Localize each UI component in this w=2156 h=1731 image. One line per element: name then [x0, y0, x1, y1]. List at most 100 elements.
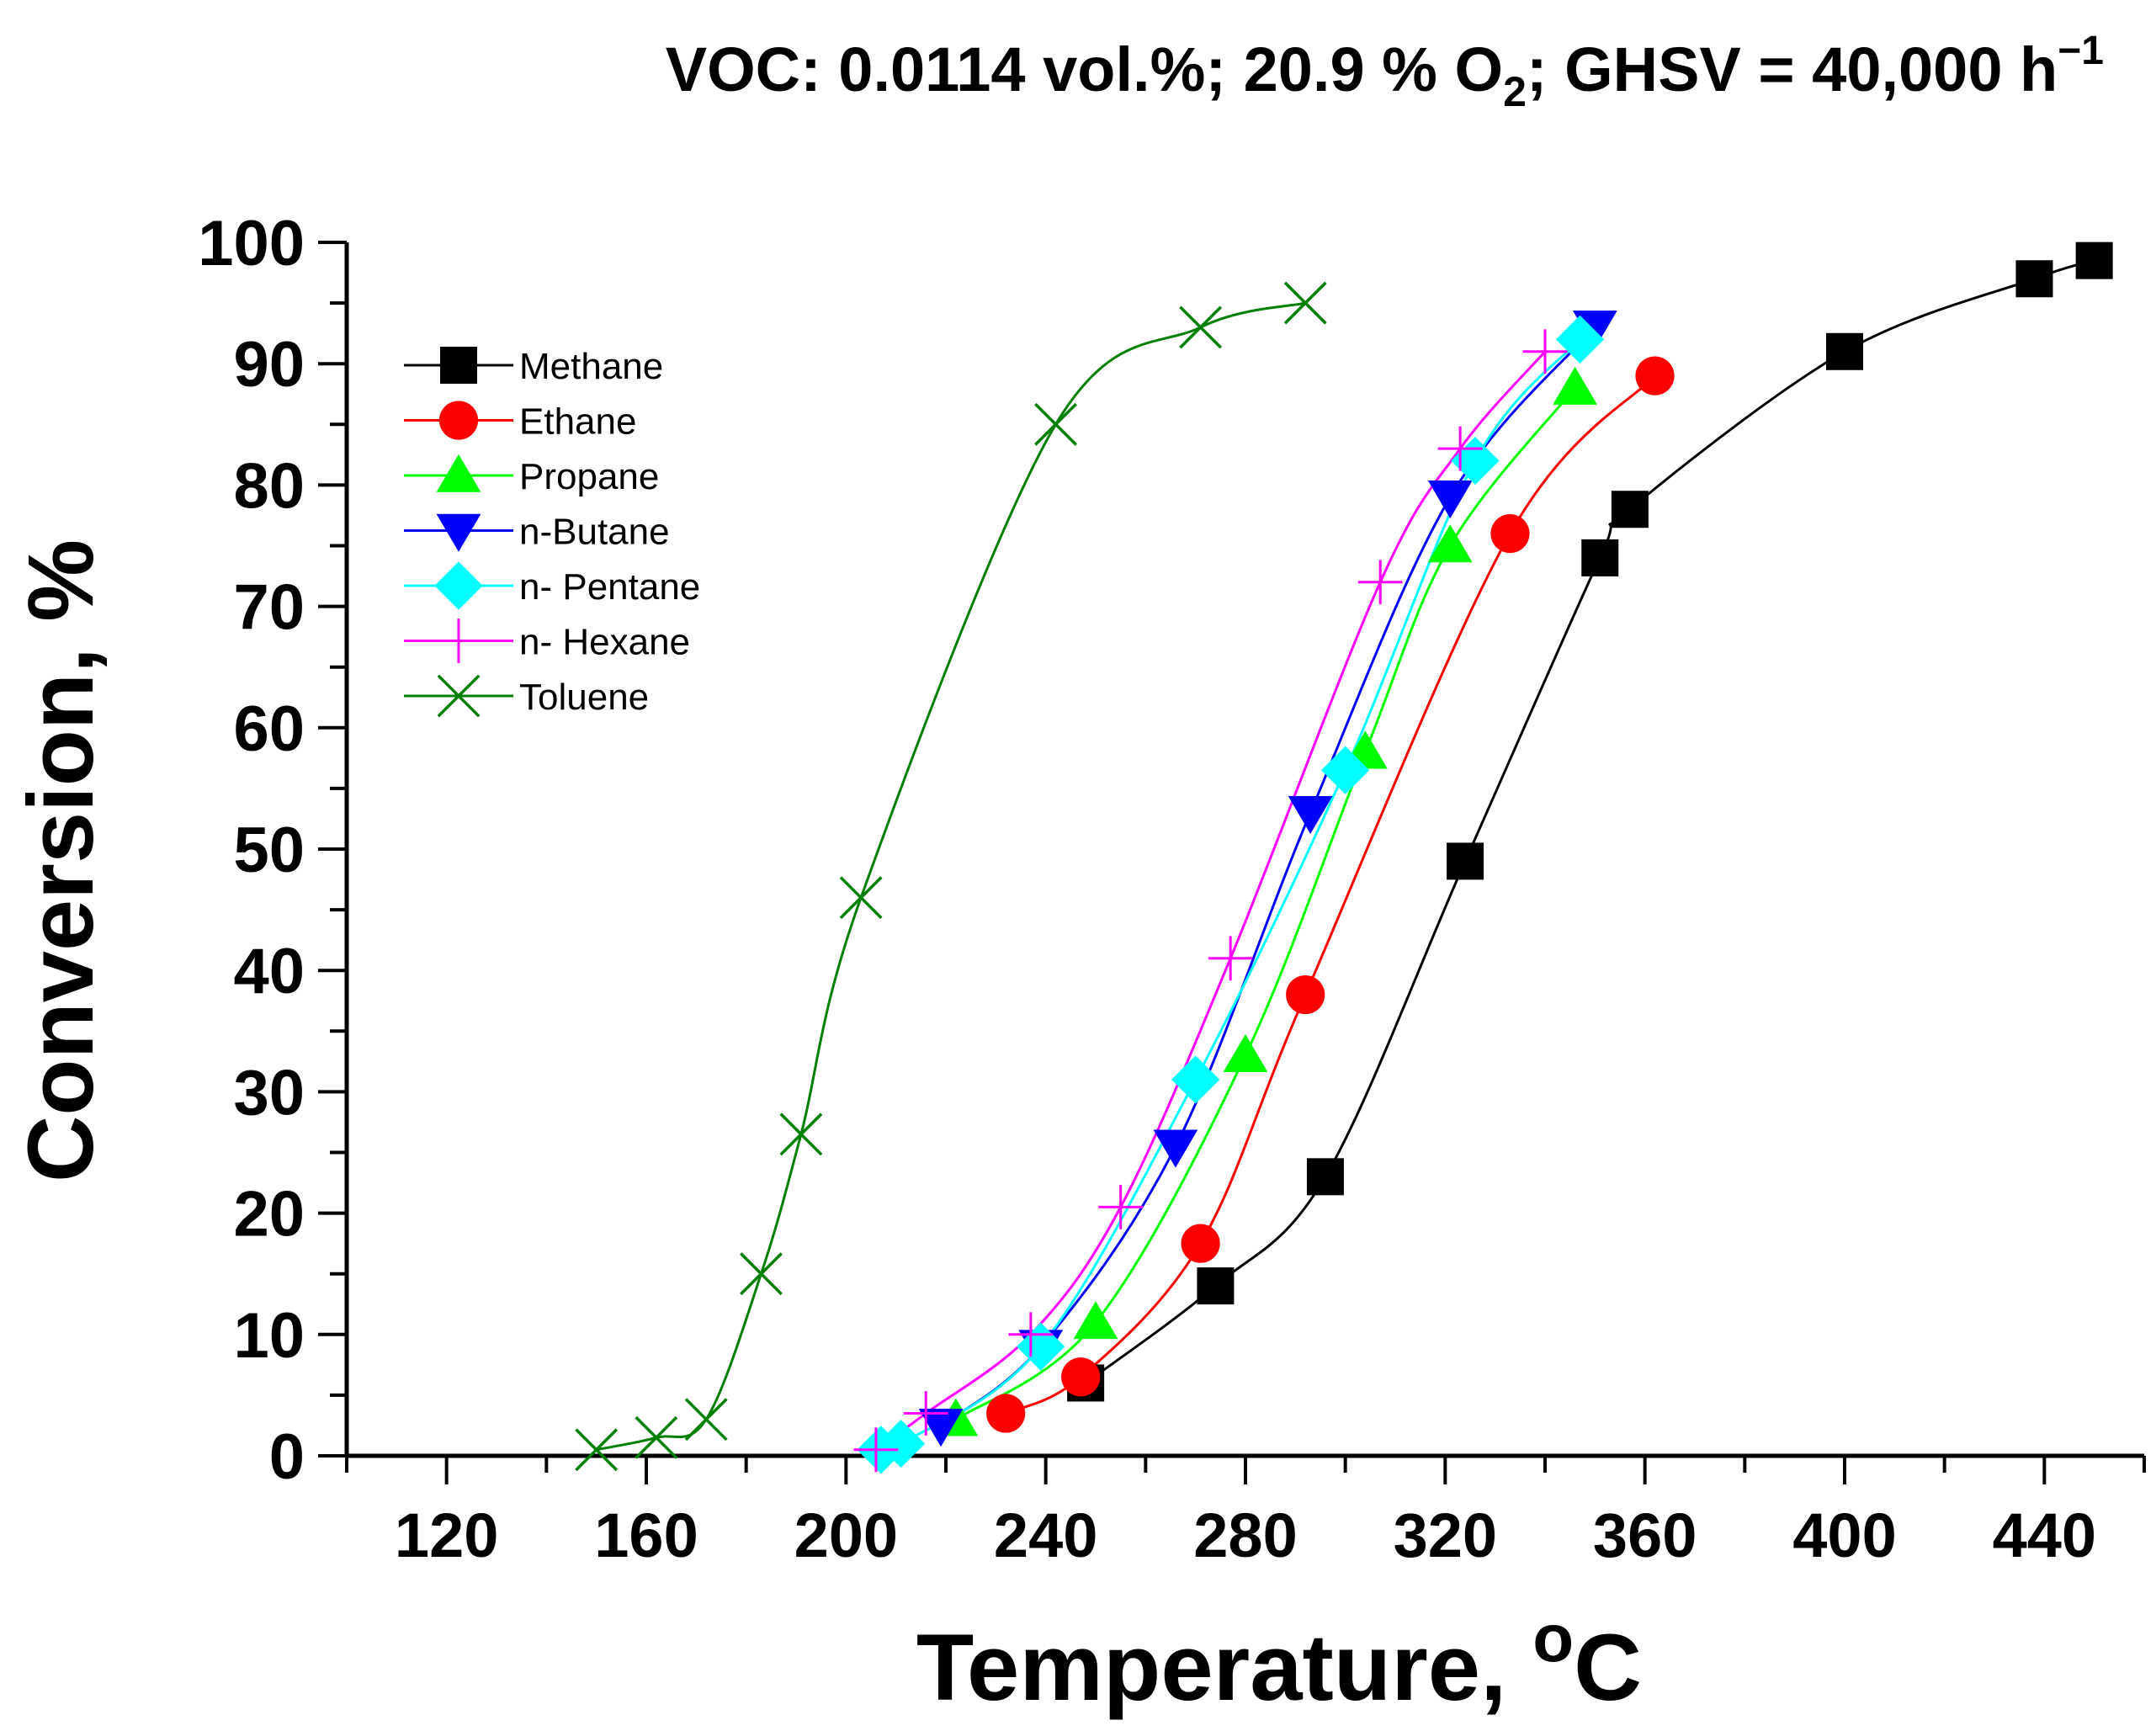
x-axis-label-text: Temperature, [916, 1615, 1532, 1720]
x-tick-label: 240 [994, 1500, 1097, 1570]
n-hexane-data-point [853, 1427, 899, 1473]
legend-item-n-pentane: n- Pentane [404, 561, 700, 610]
y-tick-label: 80 [233, 450, 305, 522]
n-hexane-data-point [1522, 329, 1568, 374]
x-tick-label: 160 [594, 1500, 698, 1570]
toluene-data-point [839, 876, 883, 920]
y-tick-label: 0 [269, 1421, 305, 1493]
propane-data-point [1223, 1033, 1268, 1072]
n-pentane-data-point [1451, 436, 1500, 486]
n-hexane-data-point [1098, 1184, 1144, 1229]
n-hexane-data-point [903, 1391, 948, 1436]
methane-data-point [1581, 539, 1619, 576]
legend-marker [436, 619, 481, 663]
ethane-data-point [1635, 356, 1675, 396]
y-tick-label: 100 [198, 208, 305, 279]
toluene-data-point [684, 1398, 728, 1442]
legend-marker [440, 347, 477, 384]
methane-points [1067, 242, 2113, 1402]
y-tick-label: 40 [233, 936, 305, 1007]
methane-data-point [1197, 1267, 1235, 1305]
legend-item-n-butane: n-Butane [404, 512, 670, 553]
n-hexane-points [853, 329, 1568, 1473]
legend-item-toluene: Toluene [404, 674, 649, 718]
legend-item-n-hexane: n- Hexane [404, 619, 690, 663]
n-pentane-points [857, 315, 1605, 1474]
n-hexane-data-point [1008, 1312, 1054, 1357]
methane-data-point [1611, 491, 1649, 528]
n-butane-data-point [918, 1409, 964, 1447]
title-o2-subscript: 2 [1503, 68, 1527, 115]
propane-data-point [1427, 524, 1473, 563]
n-hexane-data-point [1208, 936, 1253, 981]
toluene-points [575, 281, 1327, 1472]
toluene-data-point [779, 1112, 823, 1156]
x-tick-label: 360 [1593, 1500, 1697, 1570]
n-hexane-data-point [1437, 426, 1483, 471]
ethane-curve [1005, 374, 1656, 1415]
legend-label: n- Pentane [519, 566, 700, 608]
methane-data-point [2075, 242, 2113, 279]
n-butane-data-point [1288, 795, 1333, 835]
toluene-data-point [635, 1415, 678, 1459]
y-tick-label: 90 [233, 329, 305, 401]
x-tick-label: 440 [1993, 1500, 2096, 1570]
propane-data-point [1553, 366, 1597, 405]
x-tick-label: 200 [794, 1500, 898, 1570]
n-pentane-data-point [1555, 315, 1605, 364]
legend-label: Toluene [519, 677, 649, 718]
legend-label: Propane [519, 456, 659, 497]
n-pentane-data-point [1171, 1055, 1220, 1104]
toluene-data-point [1179, 305, 1223, 349]
methane-data-point [1306, 1158, 1344, 1196]
n-pentane-data-point [1321, 746, 1370, 794]
n-pentane-data-point [877, 1419, 926, 1468]
ethane-data-point [1181, 1224, 1220, 1263]
ethane-data-point [1286, 974, 1325, 1015]
x-tick-label: 400 [1792, 1500, 1896, 1570]
legend: Methane Ethane Propane n-Butane n- Pentane n-… [404, 346, 700, 718]
legend-label: n-Butane [519, 512, 670, 553]
legend-item-methane: Methane [404, 346, 663, 387]
methane-data-point [1447, 842, 1484, 880]
legend-label: n- Hexane [519, 622, 690, 663]
legend-label: Ethane [519, 401, 636, 443]
propane-curve [955, 387, 1576, 1420]
legend-marker [436, 513, 481, 552]
n-hexane-curve [875, 350, 1547, 1452]
legend-marker [438, 401, 479, 440]
x-tick-label: 280 [1193, 1500, 1297, 1570]
chart-title: VOC: 0.0114 vol.%; 20.9 % O2; GHSV = 40,… [666, 29, 2104, 115]
n-butane-data-point [1153, 1129, 1198, 1168]
y-tick-label: 70 [233, 572, 305, 644]
n-butane-curve [940, 326, 1596, 1427]
ethane-data-point [1061, 1357, 1101, 1397]
y-tick-label: 60 [233, 693, 305, 765]
x-tick-label: 320 [1394, 1500, 1497, 1570]
legend-label: Methane [519, 346, 663, 387]
n-hexane-data-point [1357, 560, 1403, 605]
legend-marker [434, 561, 483, 610]
series-markers [575, 242, 2113, 1474]
n-butane-data-point [1427, 481, 1473, 519]
x-axis-label-sup: o [1532, 1601, 1574, 1675]
title-exponent: −1 [2058, 29, 2104, 73]
ethane-points [986, 356, 1675, 1433]
toluene-data-point [740, 1252, 783, 1296]
legend-marker [437, 674, 481, 718]
x-axis-label-unit: C [1574, 1615, 1642, 1720]
ethane-data-point [986, 1394, 1026, 1433]
x-axis-label: Temperature, oC [916, 1601, 1642, 1720]
ethane-data-point [1490, 513, 1530, 554]
x-tick-label: 120 [395, 1500, 498, 1570]
propane-data-point [1073, 1301, 1118, 1340]
y-axis-label: Conversion, % [9, 539, 113, 1182]
n-butane-points [918, 311, 1617, 1447]
y-tick-label: 30 [233, 1057, 305, 1128]
methane-data-point [2015, 260, 2053, 298]
methane-curve [1085, 259, 2095, 1384]
y-tick-label: 10 [233, 1300, 305, 1372]
legend-item-propane: Propane [404, 454, 659, 497]
axes: 120 160 200 240 280 320 360 400 440 0 10 20 30 40 50 60… [198, 208, 2146, 1570]
